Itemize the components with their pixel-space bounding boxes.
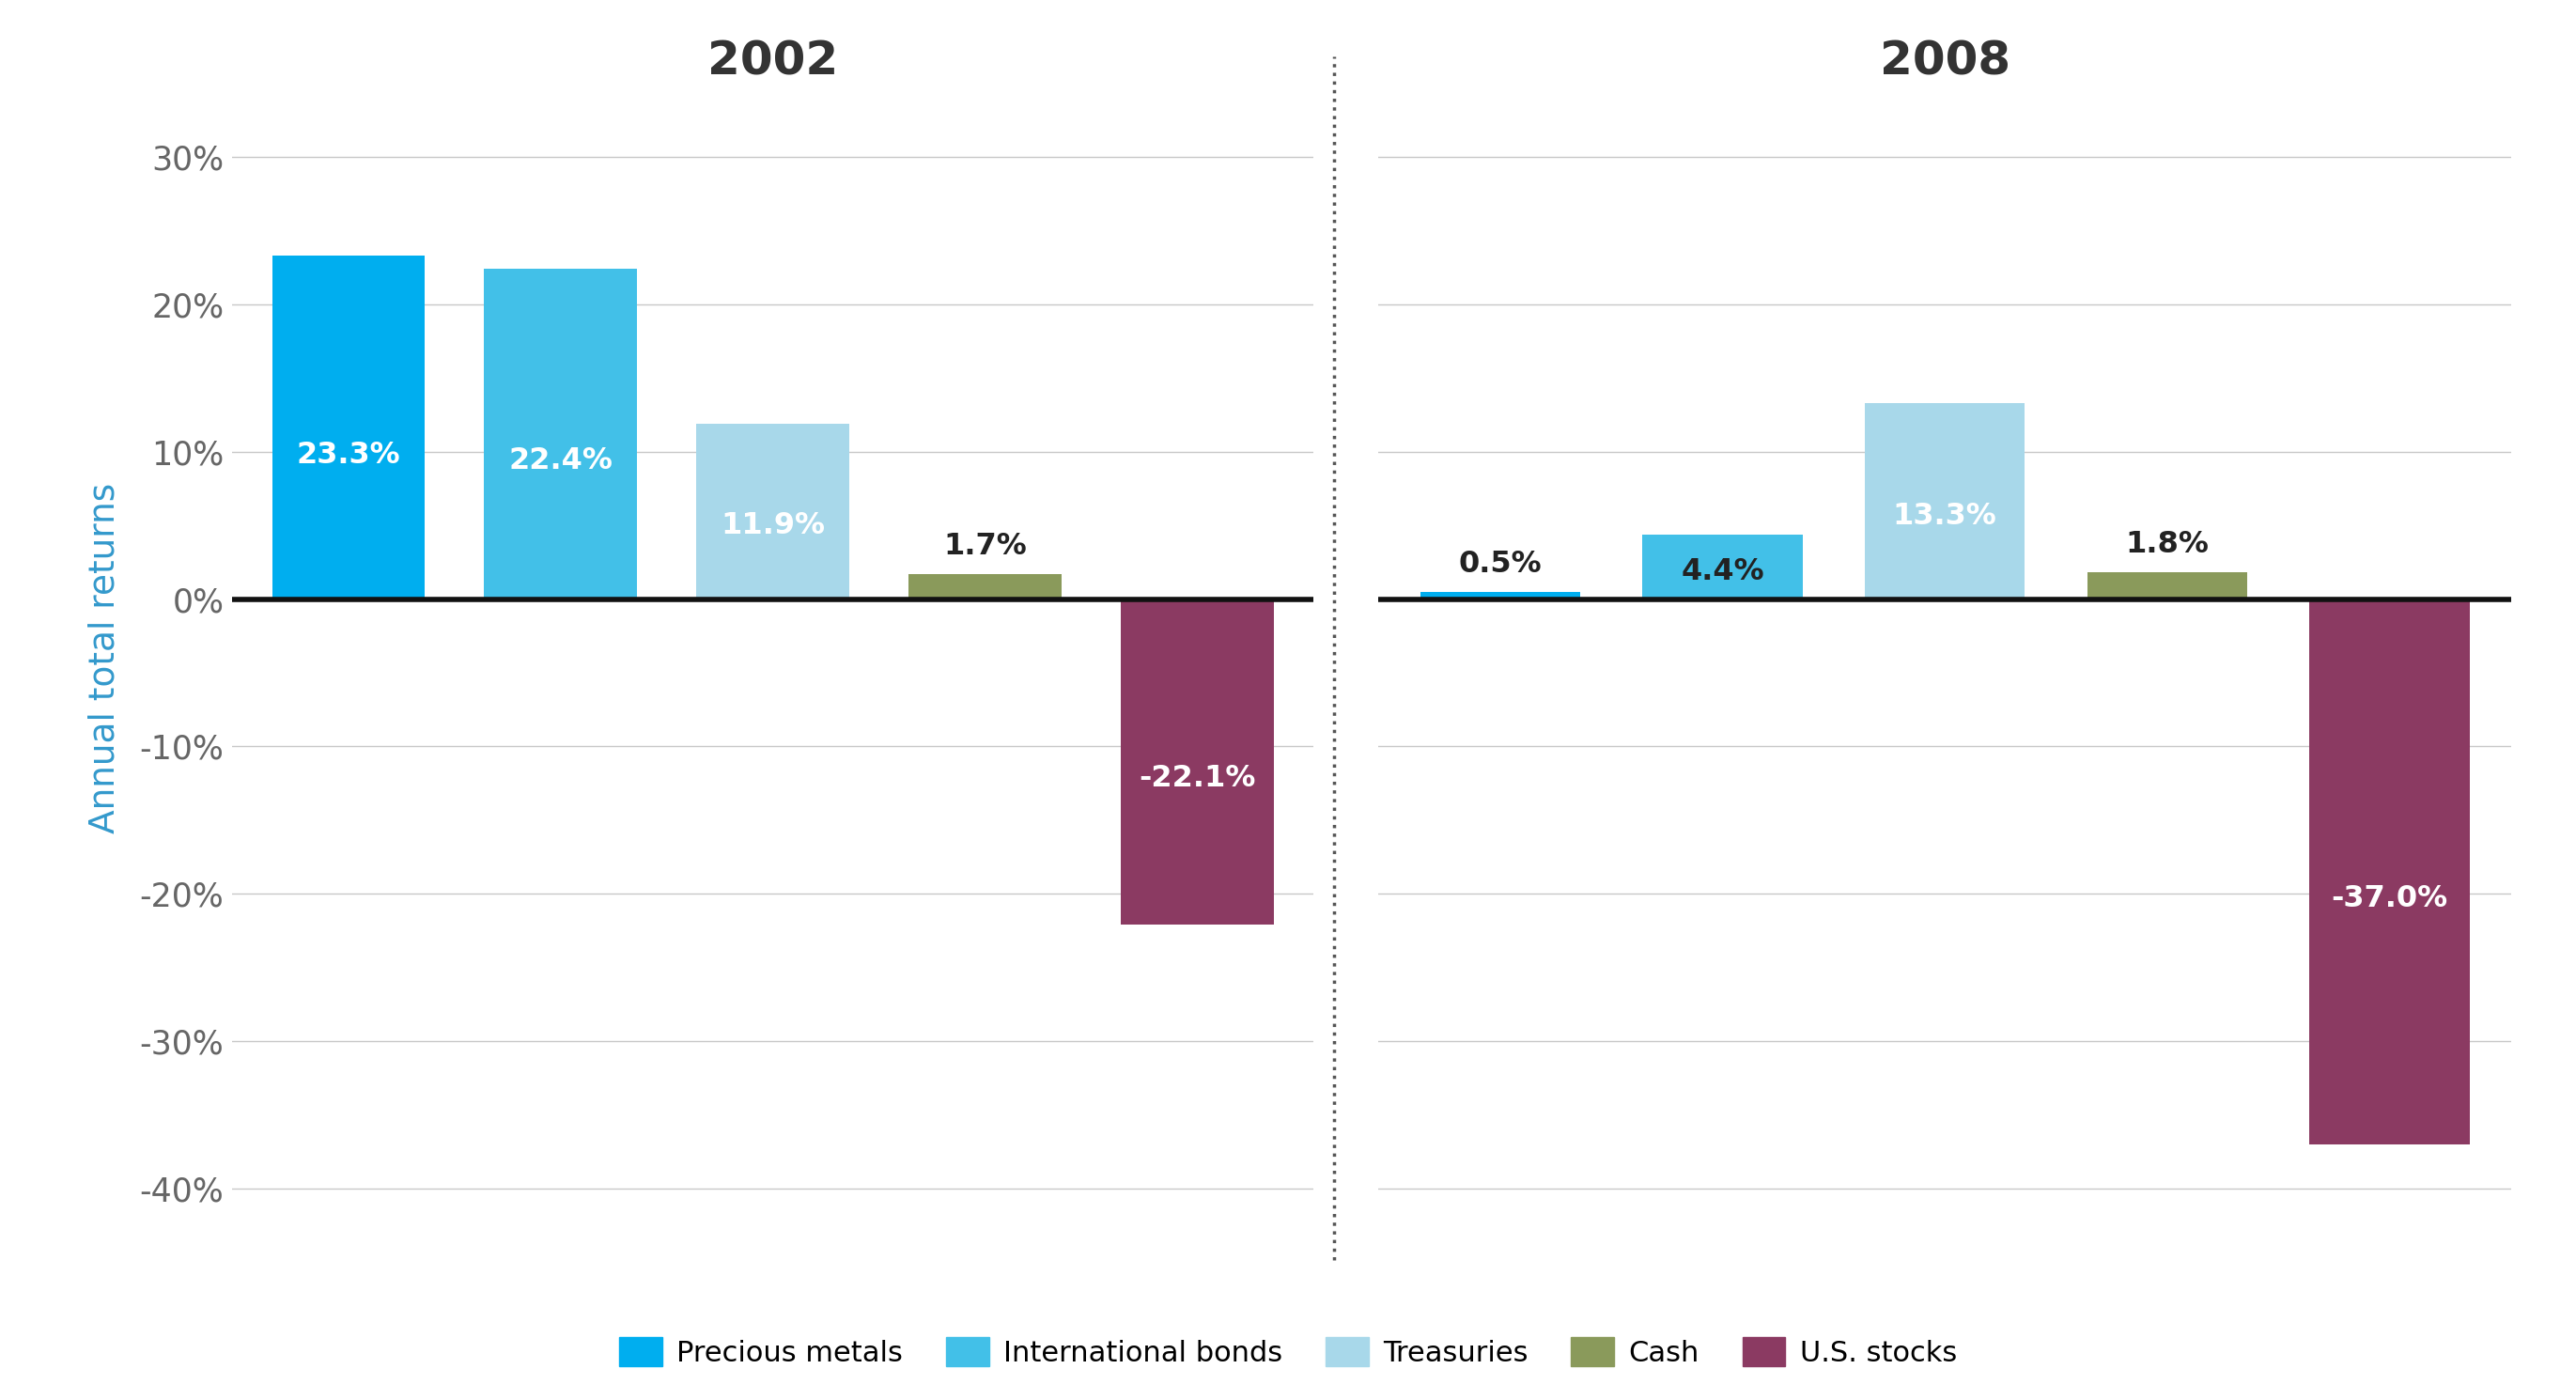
Bar <box>484 269 636 599</box>
Bar <box>1121 599 1273 925</box>
Text: -37.0%: -37.0% <box>2331 885 2447 914</box>
Text: 0.5%: 0.5% <box>1458 549 1543 578</box>
Bar <box>2308 599 2470 1144</box>
Text: 1.7%: 1.7% <box>943 532 1028 561</box>
Bar <box>909 574 1061 599</box>
Text: 22.4%: 22.4% <box>507 445 613 475</box>
Text: 4.4%: 4.4% <box>1682 557 1765 587</box>
Bar <box>1643 535 1803 599</box>
Bar <box>1419 592 1582 599</box>
Bar <box>696 424 850 599</box>
Title: 2002: 2002 <box>708 39 837 84</box>
Bar <box>273 256 425 599</box>
Text: 1.8%: 1.8% <box>2125 531 2208 559</box>
Text: 11.9%: 11.9% <box>721 511 824 540</box>
Legend: Precious metals, International bonds, Treasuries, Cash, U.S. stocks: Precious metals, International bonds, Tr… <box>608 1326 1968 1379</box>
Title: 2008: 2008 <box>1880 39 2009 84</box>
Text: -22.1%: -22.1% <box>1139 763 1255 792</box>
Bar <box>1865 403 2025 599</box>
Y-axis label: Annual total returns: Annual total returns <box>88 483 121 833</box>
Text: 13.3%: 13.3% <box>1893 503 1996 531</box>
Text: 23.3%: 23.3% <box>296 440 399 469</box>
Bar <box>2087 573 2246 599</box>
